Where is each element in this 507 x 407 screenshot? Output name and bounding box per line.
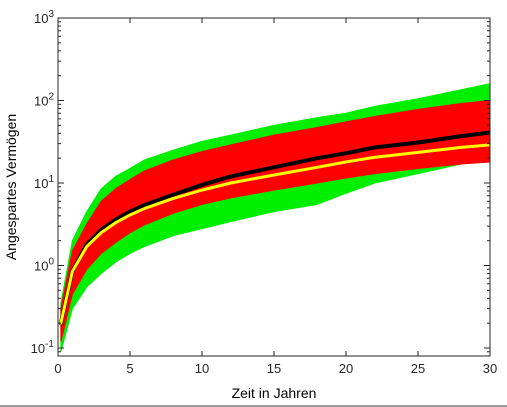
- y-tick-label: 103: [34, 9, 54, 26]
- x-tick-label: 10: [195, 361, 209, 376]
- y-tick-label: 102: [34, 92, 54, 109]
- deterministic-path-line: [59, 143, 490, 325]
- y-tick-label: 100: [34, 257, 54, 274]
- x-tick-label: 0: [54, 361, 61, 376]
- x-tick-label: 25: [411, 361, 425, 376]
- mean-path-line: [58, 130, 490, 326]
- red-paths-band: [60, 99, 490, 342]
- x-axis-label: Zeit in Jahren: [232, 385, 317, 401]
- y-tick-label: 101: [34, 174, 54, 191]
- x-tick-label: 20: [339, 361, 353, 376]
- x-tick-label: 30: [483, 361, 497, 376]
- bottom-rule: [0, 405, 507, 407]
- x-tick-label: 5: [126, 361, 133, 376]
- x-tick-label: 15: [267, 361, 281, 376]
- y-axis-label: Angespartes Vermögen: [3, 114, 19, 260]
- y-tick-label: 10-1: [31, 339, 55, 356]
- tick-layer: 0 5 10 15 20 25 30 10-1 100 101 102 103: [31, 9, 498, 376]
- data-layer: [58, 83, 490, 352]
